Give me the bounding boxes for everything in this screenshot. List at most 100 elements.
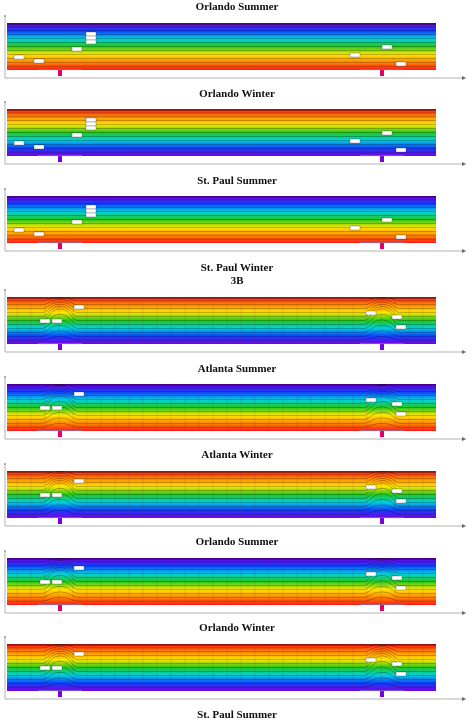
stud-member: [58, 70, 62, 76]
axis-x-arrow: [462, 249, 466, 253]
frame-member: [38, 155, 82, 157]
isotherm-line: [7, 401, 436, 412]
frame-member: [38, 69, 82, 71]
axis-x-arrow: [462, 350, 466, 354]
isotherm-line: [7, 325, 436, 333]
title-atlanta-winter: Atlanta Winter: [201, 449, 273, 461]
probe-label-box: [365, 310, 377, 316]
probe-label-box: [381, 217, 393, 223]
probe-label-box: [85, 212, 97, 218]
probe-label-box: [365, 484, 377, 490]
thermal-panel-1: [4, 15, 466, 80]
probe-label-box: [73, 304, 85, 310]
probe-label-box: [381, 44, 393, 50]
probe-label-box: [33, 231, 45, 237]
isotherm-line: [7, 308, 436, 321]
probe-label-box: [395, 61, 407, 67]
isotherm-line: [7, 569, 436, 582]
probe-label-box: [85, 125, 97, 131]
probe-label-box: [51, 492, 63, 498]
probe-label-box: [73, 478, 85, 484]
isotherm-line: [7, 330, 436, 337]
axis-origin-dot: [4, 15, 6, 17]
probe-label-box: [51, 665, 63, 671]
thermal-panel-5: [4, 376, 466, 441]
isotherm-line: [7, 412, 436, 420]
probe-label-box: [85, 121, 97, 127]
isotherm-line: [7, 391, 436, 400]
probe-label-box: [365, 397, 377, 403]
stud-member: [380, 518, 384, 524]
title-orlando-summer-2: Orlando Summer: [195, 536, 279, 548]
isotherm-line: [7, 395, 436, 408]
probe-label-box: [395, 411, 407, 417]
isotherm-line: [7, 480, 436, 491]
isotherm-line: [7, 478, 436, 487]
probe-label-box: [85, 117, 97, 123]
probe-label-box: [51, 579, 63, 585]
frame-member: [38, 343, 82, 345]
probe-label-box: [71, 132, 83, 138]
isotherm-line: [7, 644, 436, 649]
isotherm-line: [7, 567, 436, 578]
isotherm-line: [7, 646, 436, 653]
isotherm-line: [7, 417, 436, 424]
isotherm-line: [7, 562, 436, 570]
stud-member: [58, 431, 62, 437]
probe-label-box: [349, 138, 361, 144]
probe-label-box: [39, 405, 51, 411]
stud-member: [380, 344, 384, 350]
stud-member: [380, 605, 384, 611]
isotherm-line: [7, 591, 436, 598]
isotherm-line: [7, 586, 436, 594]
title-orlando-winter-2: Orlando Winter: [199, 622, 275, 634]
isotherm-line: [7, 672, 436, 680]
thermal-panel-2: [4, 101, 466, 166]
isotherm-line: [7, 299, 436, 306]
frame-member: [360, 430, 404, 432]
isotherm-line: [7, 388, 436, 396]
frame-member: [38, 242, 82, 244]
stud-member: [58, 344, 62, 350]
probe-label-box: [395, 585, 407, 591]
stud-member: [58, 605, 62, 611]
probe-label-box: [85, 35, 97, 41]
isotherm-line: [7, 336, 436, 341]
probe-label-box: [395, 234, 407, 240]
thermal-panel-7: [4, 550, 466, 615]
axis-x-arrow: [462, 162, 466, 166]
title-atlanta-summer: Atlanta Summer: [197, 363, 277, 375]
probe-label-box: [365, 571, 377, 577]
thermal-panel-6: [4, 463, 466, 528]
probe-label-box: [73, 565, 85, 571]
axis-origin-dot: [4, 376, 6, 378]
frame-member: [360, 517, 404, 519]
axis-x-arrow: [462, 524, 466, 528]
isotherm-line: [7, 473, 436, 480]
axis-origin-dot: [4, 289, 6, 291]
isotherm-line: [7, 386, 436, 393]
frame-member: [38, 517, 82, 519]
isotherm-line: [7, 304, 436, 313]
thermal-panel-3: [4, 188, 466, 253]
probe-label-box: [71, 219, 83, 225]
frame-member: [360, 155, 404, 157]
probe-label-box: [13, 54, 25, 60]
isotherm-line: [7, 301, 436, 309]
axis-origin-dot: [4, 550, 6, 552]
thermal-panel-8: [4, 636, 466, 701]
title-st-paul-summer-2: St. Paul Summer: [197, 709, 277, 721]
axis-origin-dot: [4, 463, 6, 465]
stud-member: [58, 243, 62, 249]
probe-label-box: [71, 46, 83, 52]
probe-label-box: [13, 140, 25, 146]
axis-origin-dot: [4, 101, 6, 103]
stud-member: [380, 156, 384, 162]
stud-member: [380, 431, 384, 437]
stud-member: [380, 691, 384, 697]
axis-x-arrow: [462, 697, 466, 701]
isotherm-line: [7, 651, 436, 660]
frame-member: [38, 430, 82, 432]
probe-label-box: [73, 651, 85, 657]
frame-member: [38, 690, 82, 692]
